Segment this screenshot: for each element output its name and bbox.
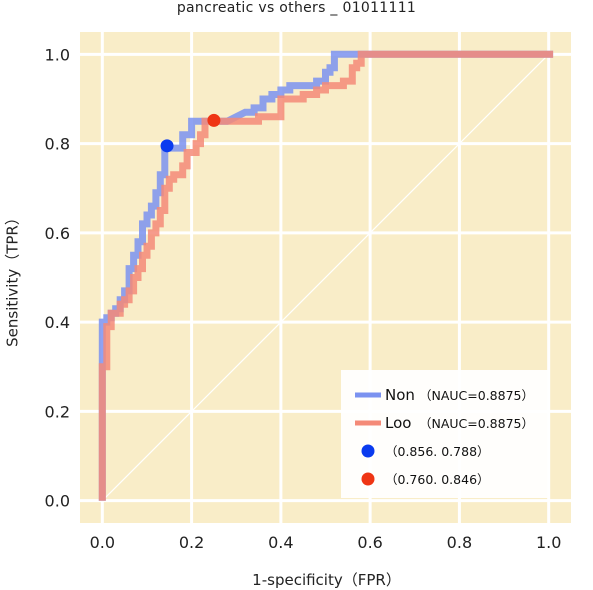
y-tick-label-4: 0.8 (45, 135, 70, 154)
diagonal-line (101, 53, 550, 502)
y-tick-label-3: 0.6 (45, 224, 70, 243)
x-tick-label-3: 0.6 (357, 533, 382, 552)
legend-point-marker-0 (361, 444, 375, 458)
y-tick-label-5: 1.0 (45, 45, 70, 64)
legend-label-non: Non (385, 386, 415, 404)
legend-label-loo: Loo (385, 414, 411, 432)
legend-auc-non: （NAUC=0.8875） (419, 388, 534, 403)
x-tick-label-1: 0.2 (179, 533, 204, 552)
y-tick-label-2: 0.4 (45, 313, 70, 332)
series-line-loo (98, 50, 554, 501)
chart-title: pancreatic vs others _ 01011111 (176, 0, 417, 16)
x-tick-label-0: 0.0 (90, 533, 115, 552)
legend-point-label-1: （0.760. 0.846） (385, 472, 490, 487)
y-tick-label-0: 0.0 (45, 492, 70, 511)
x-tick-label-4: 0.8 (447, 533, 472, 552)
operating-point-0 (160, 139, 174, 153)
x-tick-label-2: 0.4 (268, 533, 293, 552)
y-tick-label-1: 0.2 (45, 402, 70, 421)
y-axis-label: Sensitivity（TPR） (3, 210, 22, 347)
x-tick-label-5: 1.0 (536, 533, 561, 552)
operating-point-1 (207, 113, 221, 127)
x-axis-label: 1-specificity（FPR） (252, 571, 401, 589)
legend-box (341, 370, 550, 498)
legend-auc-loo: （NAUC=0.8875） (419, 416, 534, 431)
legend-point-label-0: （0.856. 0.788） (385, 444, 490, 459)
legend-point-marker-1 (361, 472, 375, 486)
